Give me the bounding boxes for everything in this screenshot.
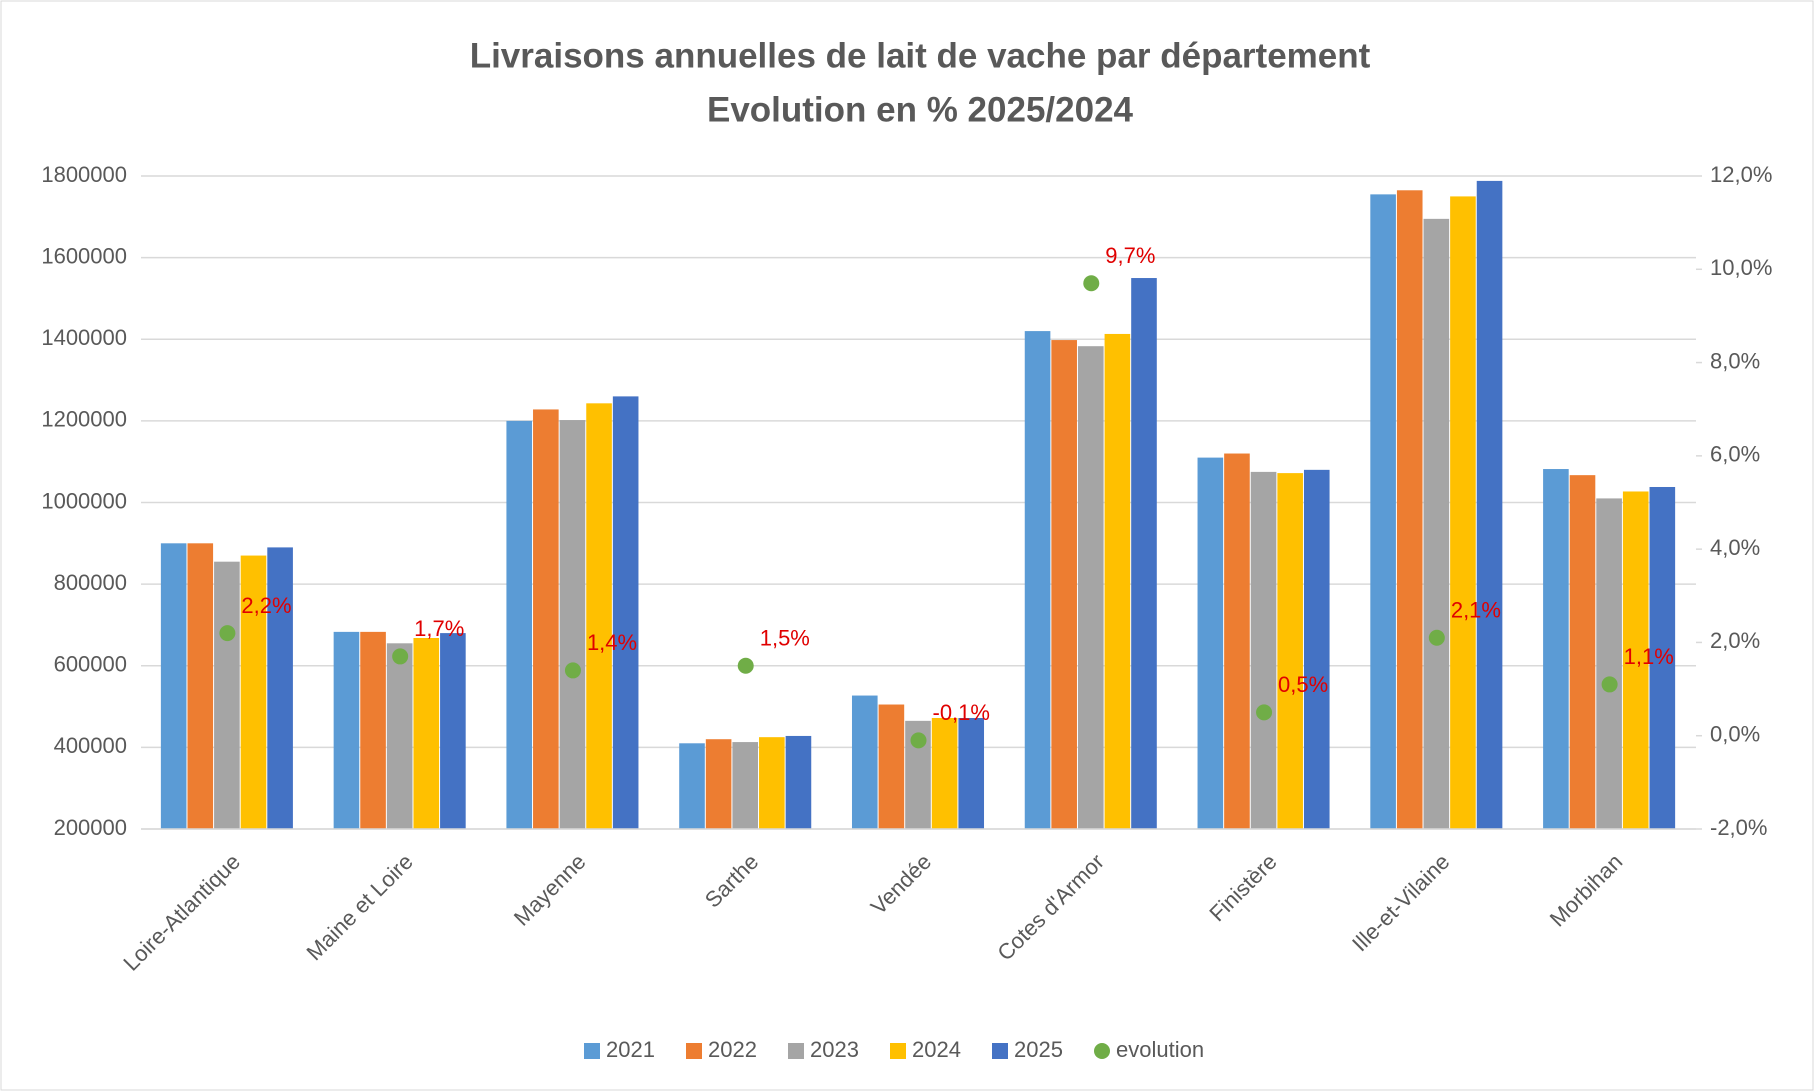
y2-tick-label: 6,0% [1710,442,1760,467]
bar [267,547,293,829]
bar [187,543,214,829]
bar [612,396,639,829]
y-tick-label: 1400000 [41,325,127,350]
y-tick-label: 1200000 [41,407,127,432]
bar [559,420,586,829]
bar [679,743,705,829]
bar [705,739,732,829]
evolution-point [219,625,236,642]
bar [732,742,759,829]
value-label: 2,1% [1451,598,1501,623]
y2-tick-label: 0,0% [1710,722,1760,747]
bar [1104,333,1131,829]
value-label: 1,7% [414,616,464,641]
legend-label: 2024 [912,1037,961,1062]
value-label: 1,4% [587,630,637,655]
legend-label: evolution [1116,1037,1204,1062]
y2-tick-label: 4,0% [1710,535,1760,560]
legend-marker [992,1043,1008,1059]
y2-tick-label: 10,0% [1710,255,1772,280]
value-label: 9,7% [1105,243,1155,268]
bar [1051,340,1077,829]
bar [160,543,187,829]
evolution-point [1083,275,1100,292]
bar [931,717,958,829]
y-tick-label: 1000000 [41,488,127,513]
value-label: 0,5% [1278,672,1328,697]
legend-marker [890,1043,906,1059]
bar [1596,498,1622,829]
bar [1569,475,1596,829]
bar [1450,196,1476,829]
bar [440,633,466,829]
evolution-point [1601,676,1618,693]
bar [333,631,360,829]
bar [878,704,905,829]
y-tick-label: 400000 [54,733,127,758]
y2-tick-label: 12,0% [1710,162,1772,187]
bar [958,717,985,829]
y-tick-label: 800000 [54,570,127,595]
legend-label: 2021 [606,1037,655,1062]
y-tick-label: 600000 [54,652,127,677]
y-tick-label: 1800000 [41,162,127,187]
bar [1622,491,1649,829]
bar [413,637,440,829]
value-label: 1,5% [760,626,810,651]
evolution-point [564,662,581,679]
chart-title: Livraisons annuelles de lait de vache pa… [470,36,1371,75]
bar [240,555,267,829]
legend-marker [584,1043,600,1059]
bar [386,643,413,829]
bar [1277,473,1303,829]
bar [1543,469,1569,829]
bar [586,403,612,829]
chart-subtitle: Evolution en % 2025/2024 [707,90,1134,129]
legend-marker [1094,1043,1110,1059]
bar [1197,457,1224,829]
legend-marker [686,1043,702,1059]
bar [360,631,386,829]
bar [1476,180,1503,829]
bar [759,737,785,829]
y2-tick-label: -2,0% [1710,815,1767,840]
y-tick-label: 200000 [54,815,127,840]
evolution-point [392,648,409,665]
bar [1131,278,1157,829]
bar [1423,218,1450,829]
bar [506,420,533,829]
evolution-point [737,657,754,674]
evolution-point [1428,629,1445,646]
bar [1250,471,1277,829]
bar [1396,190,1423,830]
bar [1077,346,1104,829]
legend-label: 2023 [810,1037,859,1062]
legend-label: 2025 [1014,1037,1063,1062]
legend-marker [788,1043,804,1059]
evolution-point [1256,704,1273,721]
bar [1303,469,1330,829]
bar [533,409,559,829]
bar [785,735,812,829]
value-label: 2,2% [241,593,291,618]
bar [1224,453,1250,829]
value-label: -0,1% [933,700,990,725]
bar [1370,194,1396,830]
legend-label: 2022 [708,1037,757,1062]
y-tick-label: 1600000 [41,243,127,268]
bar [851,695,878,829]
bar [1024,331,1051,829]
bar [214,561,240,829]
y2-tick-label: 8,0% [1710,348,1760,373]
value-label: 1,1% [1624,644,1674,669]
bar [1649,486,1676,829]
y2-tick-label: 2,0% [1710,628,1760,653]
evolution-point [910,732,927,749]
